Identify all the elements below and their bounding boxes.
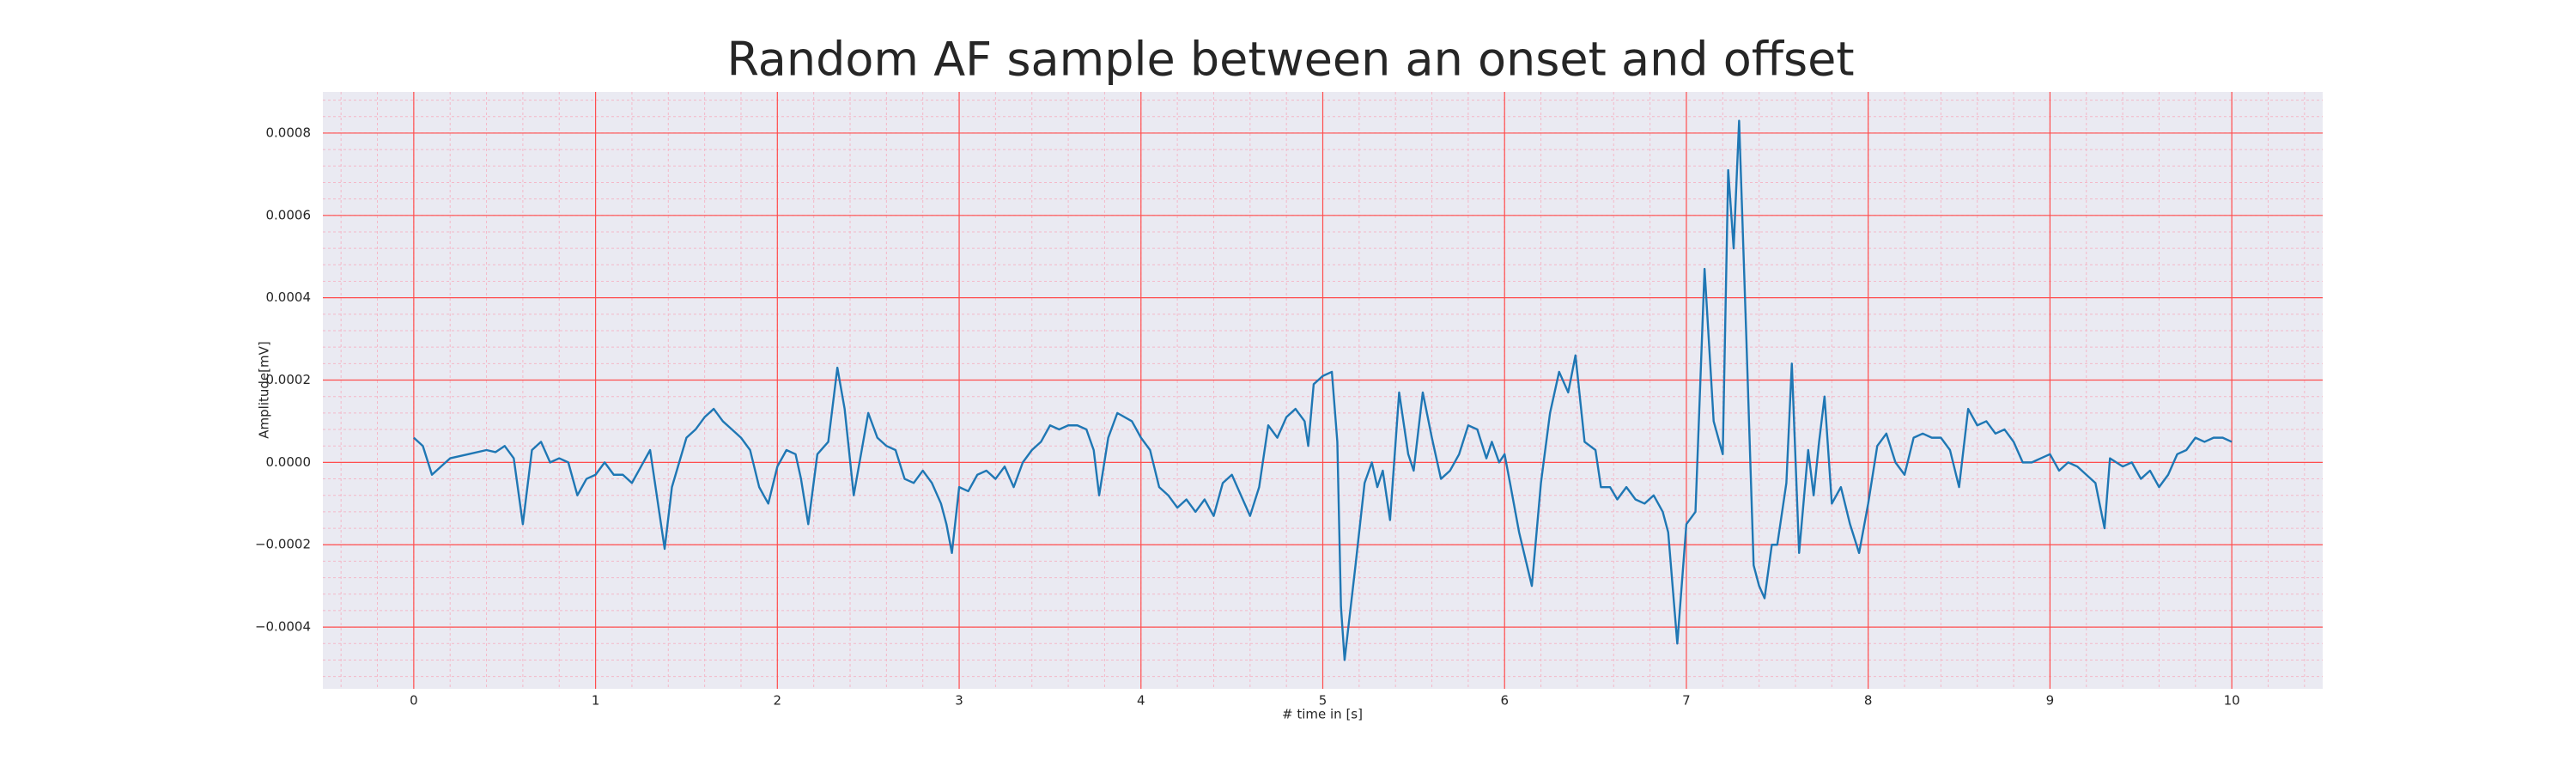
y-axis-label: Amplitude[mV] (257, 341, 272, 438)
grid (323, 92, 2323, 689)
x-tick-label: 6 (1500, 693, 1509, 709)
x-tick-label: 2 (774, 693, 782, 709)
y-tick-label: 0.0000 (266, 454, 312, 470)
line-series (413, 119, 2233, 661)
y-tick-label: −0.0002 (255, 537, 311, 552)
x-tick-label: 3 (955, 693, 963, 709)
chart-title: Random AF sample between an onset and of… (726, 33, 1854, 87)
x-tick-label: 10 (2224, 693, 2240, 709)
x-tick-label: 8 (1864, 693, 1873, 709)
x-tick-label: 1 (592, 693, 600, 709)
y-tick-label: 0.0004 (266, 289, 312, 305)
y-tick-label: 0.0006 (266, 207, 312, 222)
x-tick-label: 7 (1682, 693, 1691, 709)
x-axis-label: # time in [s] (1282, 707, 1363, 722)
y-tick-label: −0.0004 (255, 619, 311, 635)
x-tick-label: 5 (1319, 693, 1327, 709)
y-tick-label: 0.0008 (266, 125, 312, 140)
x-tick-label: 9 (2046, 693, 2055, 709)
x-tick-label: 4 (1137, 693, 1145, 709)
x-tick-label: 0 (410, 693, 418, 709)
y-tick-label: 0.0002 (266, 372, 312, 387)
